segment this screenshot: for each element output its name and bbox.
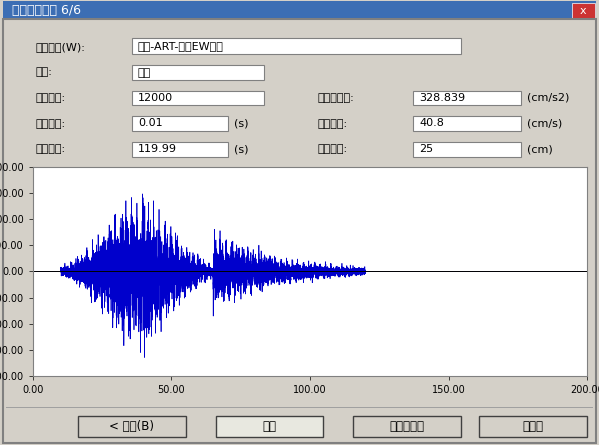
Text: データ数:: データ数: <box>36 93 66 103</box>
Text: 極稀-ART-八戸EW位相: 極稀-ART-八戸EW位相 <box>138 41 223 51</box>
Text: 共通: 共通 <box>138 68 151 78</box>
Bar <box>413 142 521 157</box>
Text: キャンセル: キャンセル <box>390 420 425 433</box>
Text: 25: 25 <box>419 144 434 154</box>
Text: 最大変位:: 最大変位: <box>317 144 347 154</box>
Text: (s): (s) <box>234 144 248 154</box>
Text: ヘルプ: ヘルプ <box>522 420 544 433</box>
Text: < 戻る(B): < 戻る(B) <box>109 420 155 433</box>
Bar <box>572 3 595 19</box>
Bar <box>6 407 593 408</box>
Text: 40.8: 40.8 <box>419 118 444 129</box>
Text: (s): (s) <box>234 119 248 129</box>
Text: 最大加速度:: 最大加速度: <box>317 93 354 103</box>
FancyBboxPatch shape <box>78 416 186 437</box>
Bar <box>413 91 521 105</box>
Text: 328.839: 328.839 <box>419 93 465 103</box>
Text: 119.99: 119.99 <box>138 144 177 154</box>
FancyBboxPatch shape <box>216 416 323 437</box>
Text: 種別:: 種別: <box>36 67 53 77</box>
FancyBboxPatch shape <box>353 416 461 437</box>
Text: 時間間隔:: 時間間隔: <box>36 119 66 129</box>
Text: (cm/s2): (cm/s2) <box>527 93 570 103</box>
Bar <box>132 142 228 157</box>
Text: 0.01: 0.01 <box>138 118 162 129</box>
Text: 継続時間:: 継続時間: <box>36 144 66 154</box>
Bar <box>132 91 264 105</box>
Bar <box>3 1 596 20</box>
Text: 完了: 完了 <box>262 420 277 433</box>
Text: 最大速度:: 最大速度: <box>317 119 347 129</box>
FancyBboxPatch shape <box>479 416 587 437</box>
Text: 地震波の情報 6/6: 地震波の情報 6/6 <box>12 4 81 17</box>
Text: (cm/s): (cm/s) <box>527 119 562 129</box>
Text: 12000: 12000 <box>138 93 173 103</box>
Bar <box>132 38 461 54</box>
Text: 地震波名(W):: 地震波名(W): <box>36 42 86 52</box>
Bar <box>132 65 264 80</box>
Text: (cm): (cm) <box>527 144 553 154</box>
Text: x: x <box>580 6 587 16</box>
Bar <box>413 116 521 131</box>
Bar <box>132 116 228 131</box>
